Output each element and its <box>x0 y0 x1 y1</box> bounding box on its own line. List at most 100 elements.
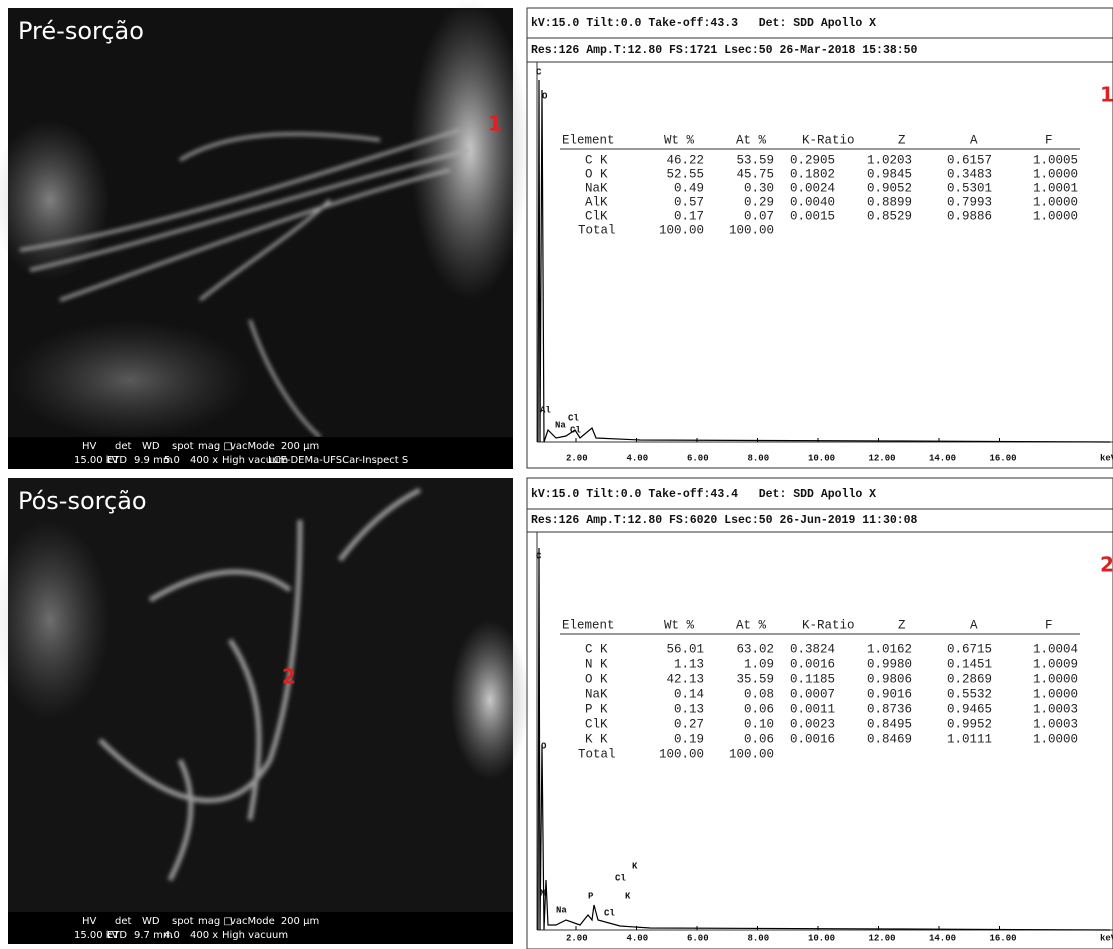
eds-header: Res:126 Amp.T:12.80 FS:1721 Lsec:50 26-M… <box>531 44 918 57</box>
table-cell: 0.5532 <box>947 687 992 701</box>
sem-bar-label: vacMode <box>230 441 275 452</box>
panel-title: Pós-sorção <box>18 487 147 515</box>
table-cell: 0.5301 <box>947 181 992 195</box>
table-cell: 0.9016 <box>867 687 912 701</box>
table-cell: 0.9952 <box>947 717 992 731</box>
table-cell: 0.08 <box>744 687 774 701</box>
table-total: 100.00 <box>659 223 704 237</box>
sem-bar-label: det <box>115 916 132 927</box>
sem-bar-label: det <box>115 441 132 452</box>
table-cell: 0.7993 <box>947 195 992 209</box>
column-header: K-Ratio <box>802 618 855 632</box>
table-cell: 0.0016 <box>790 732 835 746</box>
table-cell: 52.55 <box>666 167 704 181</box>
column-header: Element <box>562 133 615 147</box>
eds-marker: 2 <box>1100 553 1113 577</box>
axis-label: 8.00 <box>748 453 770 463</box>
axis-label: 14.00 <box>929 453 956 463</box>
table-cell: 0.2869 <box>947 672 992 686</box>
table-cell: 0.8899 <box>867 195 912 209</box>
table-cell: 0.8529 <box>867 209 912 223</box>
column-header: A <box>970 618 978 632</box>
sem-bar-label: HV <box>82 916 97 927</box>
table-cell: ClK <box>585 717 608 731</box>
sem-bar-label: 200 µm <box>281 916 319 927</box>
sem-bar-label: WD <box>142 916 160 927</box>
table-cell: 0.8736 <box>867 702 912 716</box>
table-cell: 0.1802 <box>790 167 835 181</box>
sem-bar-value: 5.0 <box>164 455 180 466</box>
table-cell: 1.0004 <box>1033 642 1078 656</box>
eds-header: Res:126 Amp.T:12.80 FS:6020 Lsec:50 26-J… <box>531 514 918 527</box>
sem-bar-value: LCE-DEMa-UFSCar-Inspect S <box>268 455 408 466</box>
table-cell: 0.1451 <box>947 657 992 671</box>
axis-label: 10.00 <box>808 933 835 943</box>
eds-marker: 1 <box>1100 83 1113 107</box>
table-cell: 0.57 <box>674 195 704 209</box>
table-cell: 45.75 <box>736 167 774 181</box>
table-cell: 1.0000 <box>1033 195 1078 209</box>
table-cell: 0.9845 <box>867 167 912 181</box>
sem-bar-value: 400 x <box>190 455 218 466</box>
table-cell: 0.9980 <box>867 657 912 671</box>
table-cell: O K <box>585 167 608 181</box>
peak-label: Cl <box>570 425 581 435</box>
table-cell: 0.0016 <box>790 657 835 671</box>
column-header: F <box>1045 133 1053 147</box>
peak-label: Cl <box>568 413 579 423</box>
axis-label: 16.00 <box>990 933 1017 943</box>
region-marker: 1 <box>488 112 502 136</box>
table-cell: NaK <box>585 687 608 701</box>
peak-label: C <box>536 67 542 77</box>
table-cell: 0.07 <box>744 209 774 223</box>
column-header: Z <box>898 133 906 147</box>
sem-bar-label: vacMode <box>230 916 275 927</box>
table-cell: ClK <box>585 209 608 223</box>
axis-label: 4.00 <box>627 453 649 463</box>
table-cell: 53.59 <box>736 153 774 167</box>
table-cell: 0.06 <box>744 732 774 746</box>
table-cell: 42.13 <box>666 672 704 686</box>
table-cell: 0.30 <box>744 181 774 195</box>
table-cell: 0.6715 <box>947 642 992 656</box>
table-cell: 1.0009 <box>1033 657 1078 671</box>
table-cell: 0.27 <box>674 717 704 731</box>
table-cell: 0.3483 <box>947 167 992 181</box>
sem-bar-label: 200 µm <box>281 441 319 452</box>
table-cell: 0.0024 <box>790 181 835 195</box>
table-cell: 0.8495 <box>867 717 912 731</box>
table-total: Total <box>578 223 616 237</box>
peak-label: Cl <box>615 873 626 883</box>
sem-bar-value: High vacuum <box>222 930 288 941</box>
peak-label: C <box>536 551 542 561</box>
table-cell: 0.6157 <box>947 153 992 167</box>
table-cell: 0.0011 <box>790 702 835 716</box>
axis-label: 14.00 <box>929 933 956 943</box>
sem-bar-label: spot <box>172 916 194 927</box>
table-cell: 0.9806 <box>867 672 912 686</box>
axis-label: 2.00 <box>566 453 588 463</box>
table-cell: 1.0162 <box>867 642 912 656</box>
column-header: Wt % <box>664 618 695 632</box>
column-header: Wt % <box>664 133 695 147</box>
sem-bar-label: HV <box>82 441 97 452</box>
figure: Pré-sorção1HV15.00 kVdetETDWD9.9 mmspot5… <box>0 0 1113 949</box>
table-cell: AlK <box>585 195 608 209</box>
table-cell: O K <box>585 672 608 686</box>
region-marker: 2 <box>282 665 296 689</box>
table-cell: NaK <box>585 181 608 195</box>
table-cell: 0.0007 <box>790 687 835 701</box>
table-cell: 0.29 <box>744 195 774 209</box>
sem-bar-value: 400 x <box>190 930 218 941</box>
table-cell: 0.8469 <box>867 732 912 746</box>
table-cell: 0.49 <box>674 181 704 195</box>
peak-label: Cl <box>604 908 615 918</box>
peak-label: O <box>541 741 547 751</box>
peak-label: K <box>632 861 638 871</box>
table-cell: 1.13 <box>674 657 704 671</box>
sem-bar-label: spot <box>172 441 194 452</box>
table-cell: 1.0005 <box>1033 153 1078 167</box>
table-cell: 1.0000 <box>1033 687 1078 701</box>
table-cell: 1.0003 <box>1033 702 1078 716</box>
table-cell: 1.09 <box>744 657 774 671</box>
